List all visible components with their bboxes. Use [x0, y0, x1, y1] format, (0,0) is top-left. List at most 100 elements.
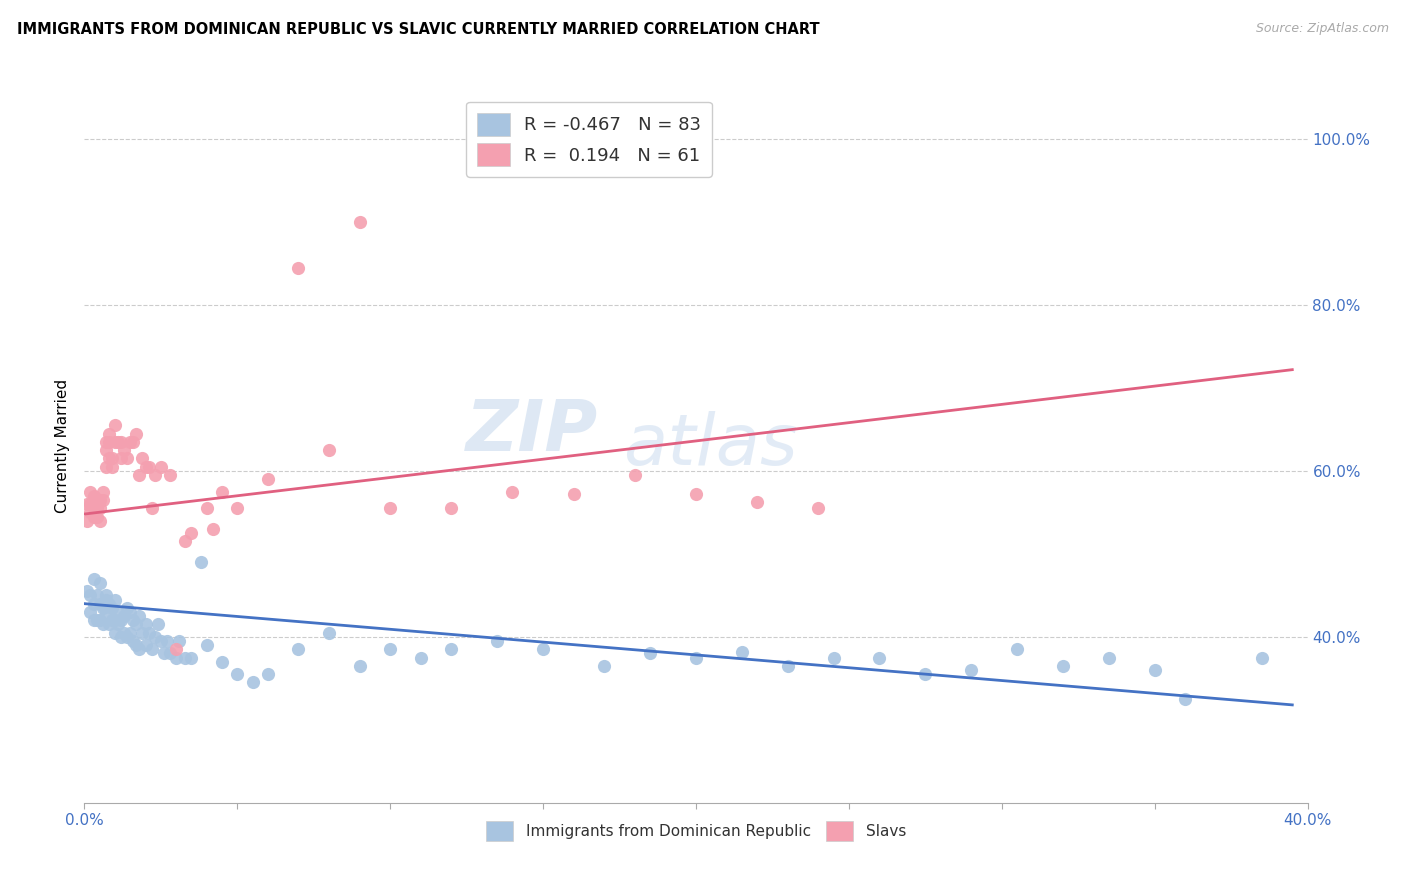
Point	[1005, 642, 1028, 657]
Point	[79, 588, 101, 602]
Point	[562, 487, 585, 501]
Point	[104, 625, 127, 640]
Point	[89, 501, 111, 516]
Point	[107, 617, 129, 632]
Point	[287, 260, 309, 275]
Point	[101, 451, 124, 466]
Point	[89, 613, 111, 627]
Point	[380, 501, 402, 516]
Point	[122, 613, 145, 627]
Point	[776, 659, 799, 673]
Point	[89, 514, 111, 528]
Point	[165, 650, 187, 665]
Point	[83, 489, 105, 503]
Point	[76, 584, 98, 599]
Point	[86, 501, 108, 516]
Point	[110, 613, 132, 627]
Point	[143, 630, 166, 644]
Point	[153, 647, 176, 661]
Point	[138, 459, 160, 474]
Y-axis label: Currently Married: Currently Married	[55, 379, 70, 513]
Point	[128, 609, 150, 624]
Point	[125, 617, 148, 632]
Text: ZIP: ZIP	[465, 397, 598, 467]
Point	[159, 468, 181, 483]
Point	[409, 650, 432, 665]
Point	[593, 659, 616, 673]
Point	[91, 600, 114, 615]
Point	[110, 434, 132, 449]
Point	[638, 647, 661, 661]
Point	[97, 426, 120, 441]
Point	[94, 605, 117, 619]
Point	[143, 468, 166, 483]
Point	[94, 459, 117, 474]
Point	[122, 434, 145, 449]
Point	[76, 497, 98, 511]
Point	[190, 555, 212, 569]
Point	[125, 426, 148, 441]
Point	[440, 501, 463, 516]
Point	[502, 484, 524, 499]
Point	[914, 667, 936, 681]
Point	[122, 634, 145, 648]
Point	[83, 572, 105, 586]
Point	[131, 625, 153, 640]
Point	[97, 597, 120, 611]
Point	[167, 634, 190, 648]
Point	[141, 501, 163, 516]
Point	[960, 663, 983, 677]
Point	[83, 501, 105, 516]
Point	[104, 613, 127, 627]
Point	[685, 650, 707, 665]
Point	[79, 605, 101, 619]
Point	[156, 634, 179, 648]
Point	[91, 484, 114, 499]
Point	[823, 650, 845, 665]
Point	[94, 434, 117, 449]
Text: IMMIGRANTS FROM DOMINICAN REPUBLIC VS SLAVIC CURRENTLY MARRIED CORRELATION CHART: IMMIGRANTS FROM DOMINICAN REPUBLIC VS SL…	[17, 22, 820, 37]
Point	[349, 659, 371, 673]
Point	[104, 592, 127, 607]
Point	[174, 650, 197, 665]
Point	[159, 647, 181, 661]
Point	[89, 575, 111, 590]
Point	[180, 526, 202, 541]
Point	[1250, 650, 1272, 665]
Point	[242, 675, 264, 690]
Point	[115, 630, 138, 644]
Point	[86, 588, 108, 602]
Point	[174, 534, 197, 549]
Point	[79, 497, 101, 511]
Point	[101, 613, 124, 627]
Point	[180, 650, 202, 665]
Point	[79, 484, 101, 499]
Point	[211, 484, 233, 499]
Point	[380, 642, 402, 657]
Point	[91, 492, 114, 507]
Point	[1174, 692, 1197, 706]
Point	[86, 613, 108, 627]
Point	[747, 495, 769, 509]
Point	[120, 434, 142, 449]
Point	[807, 501, 830, 516]
Point	[83, 597, 105, 611]
Point	[125, 638, 148, 652]
Point	[89, 597, 111, 611]
Point	[195, 501, 218, 516]
Point	[440, 642, 463, 657]
Point	[131, 451, 153, 466]
Point	[138, 625, 160, 640]
Point	[97, 617, 120, 632]
Point	[201, 522, 224, 536]
Point	[135, 617, 157, 632]
Point	[287, 642, 309, 657]
Point	[149, 459, 172, 474]
Point	[531, 642, 554, 657]
Point	[97, 451, 120, 466]
Point	[89, 492, 111, 507]
Point	[112, 443, 135, 458]
Point	[318, 625, 340, 640]
Point	[83, 509, 105, 524]
Text: Source: ZipAtlas.com: Source: ZipAtlas.com	[1256, 22, 1389, 36]
